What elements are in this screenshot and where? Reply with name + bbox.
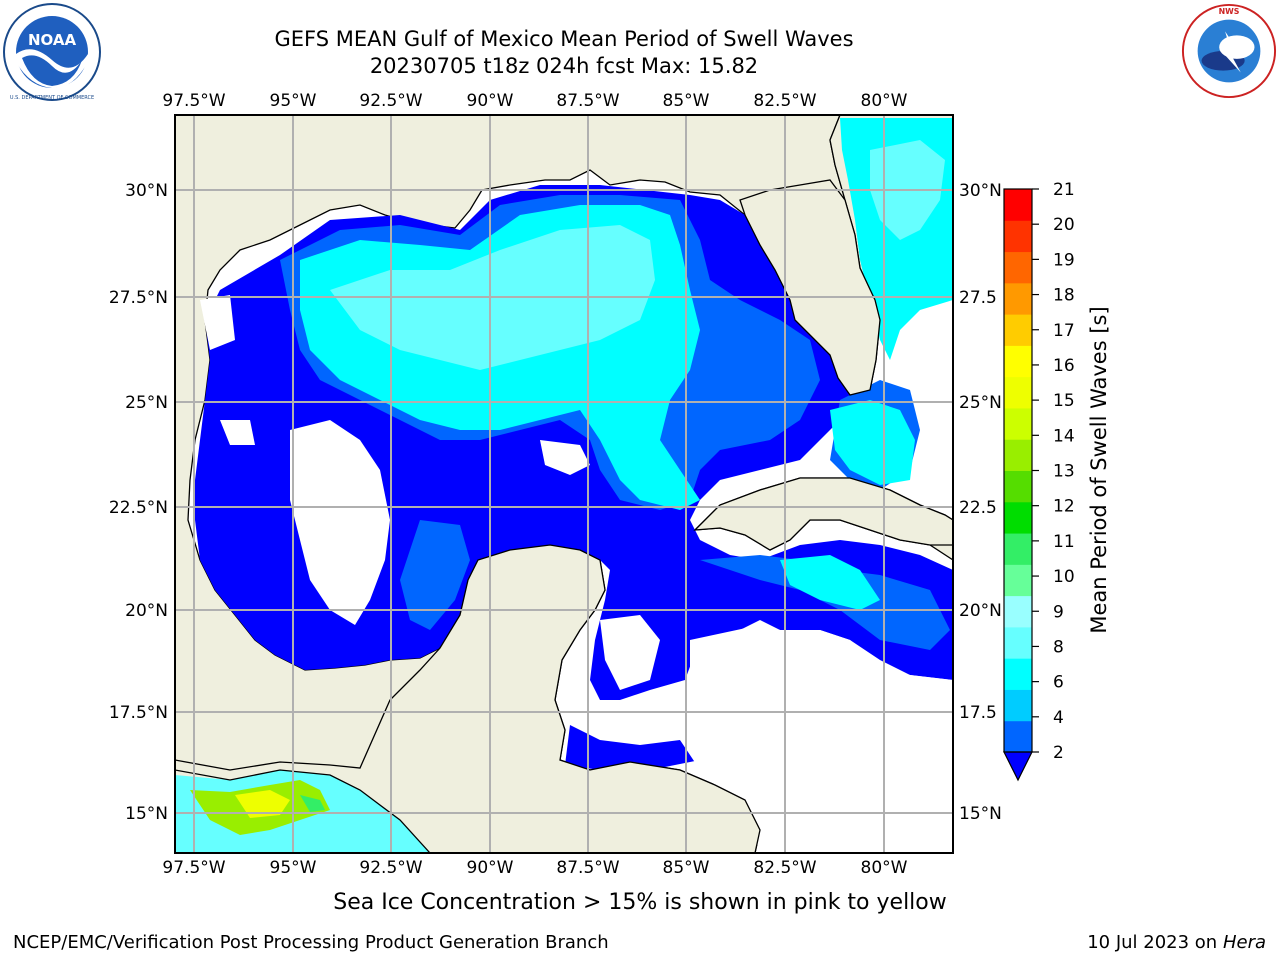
colorbar-segment (1004, 470, 1032, 503)
colorbar-segment (1004, 533, 1032, 565)
lat-tick-label-right: 17.5 (959, 703, 997, 723)
lon-tick-label-top: 87.5°W (556, 91, 619, 111)
colorbar-segment (1004, 345, 1032, 378)
lon-tick-label-bottom: 92.5°W (359, 858, 422, 878)
lat-tick-label-left: 17.5°N (109, 703, 168, 723)
colorbar-segment (1004, 376, 1032, 409)
colorbar-label: Mean Period of Swell Waves [s] (1087, 306, 1111, 633)
map-subtitle: 20230705 t18z 024h fcst Max: 15.82 (369, 54, 759, 78)
lon-tick-label-bottom: 87.5°W (556, 858, 619, 878)
colorbar-tick-label: 19 (1053, 250, 1075, 270)
lon-tick-label-bottom: 95°W (270, 858, 317, 878)
colorbar-tick-label: 18 (1053, 286, 1075, 306)
footer-date: 10 Jul 2023 on Hera (1087, 932, 1266, 953)
colorbar-tick-label: 14 (1053, 426, 1075, 446)
colorbar: 2 4 6 8 9 10 11 12 13 14 15 16 17 18 19 20 21 (1003, 180, 1075, 782)
footer-host: Hera (1222, 932, 1266, 953)
noaa-logo: NOAA U.S. DEPARTMENT OF COMMERCE (3, 3, 101, 101)
colorbar-segment (1004, 658, 1032, 690)
lon-tick-label-top: 82.5°W (753, 91, 816, 111)
lat-tick-label-left: 30°N (125, 181, 168, 201)
lon-tick-label-bottom: 82.5°W (753, 858, 816, 878)
lat-tick-label-right: 22.5 (959, 498, 997, 518)
noaa-bottom-text: U.S. DEPARTMENT OF COMMERCE (10, 95, 94, 101)
colorbar-tick-label: 9 (1053, 602, 1064, 622)
colorbar-segment (1004, 314, 1032, 346)
lat-tick-label-left: 27.5°N (109, 288, 168, 308)
map-title: GEFS MEAN Gulf of Mexico Mean Period of … (274, 27, 854, 51)
colorbar-tick-label: 20 (1053, 215, 1075, 235)
colorbar-tick-label: 16 (1053, 356, 1075, 376)
sea-ice-note: Sea Ice Concentration > 15% is shown in … (333, 890, 947, 915)
nws-logo: NWS (1181, 3, 1277, 99)
lat-tick-label-right: 20°N (959, 601, 1002, 621)
footer-credit: NCEP/EMC/Verification Post Processing Pr… (13, 932, 609, 953)
colorbar-tick-label: 8 (1053, 637, 1064, 657)
colorbar-tick-label: 21 (1053, 180, 1075, 200)
colorbar-segment (1004, 189, 1032, 221)
colorbar-tick-label: 13 (1053, 462, 1075, 482)
map-content (175, 115, 953, 853)
colorbar-segment (1004, 282, 1032, 315)
colorbar-tick-label: 10 (1053, 567, 1075, 587)
lat-tick-label-left: 25°N (125, 393, 168, 413)
lon-tick-label-bottom: 90°W (467, 858, 514, 878)
map-border (174, 114, 954, 854)
colorbar-segment (1004, 564, 1032, 597)
colorbar-segment (1004, 407, 1032, 440)
lon-tick-label-bottom: 85°W (663, 858, 710, 878)
lon-tick-label-bottom: 80°W (861, 858, 908, 878)
lon-tick-label-top: 85°W (663, 91, 710, 111)
colorbar-segment (1004, 251, 1032, 284)
nws-ring-text: NWS (1219, 7, 1240, 16)
colorbar-segment (1004, 689, 1032, 722)
tick-labels: 97.5°W 97.5°W 95°W 95°W 92.5°W 92.5°W 90°W 90°W… (109, 91, 1002, 878)
colorbar-tick-label: 4 (1053, 708, 1064, 728)
lat-tick-label-left: 22.5°N (109, 498, 168, 518)
lon-tick-label-top: 90°W (467, 91, 514, 111)
lon-tick-label-top: 92.5°W (359, 91, 422, 111)
lon-tick-label-bottom: 97.5°W (162, 858, 225, 878)
lat-tick-label-right: 25°N (959, 393, 1002, 413)
lat-tick-label-right: 15°N (959, 804, 1002, 824)
lat-tick-label-right: 27.5 (959, 288, 997, 308)
colorbar-tick-label: 2 (1053, 743, 1064, 763)
colorbar-segment (1004, 501, 1032, 534)
colorbar-extend-arrow (1003, 751, 1033, 782)
land-overlay (175, 179, 953, 853)
colorbar-tick-label: 17 (1053, 321, 1075, 341)
noaa-center-text: NOAA (28, 31, 77, 49)
lat-tick-label-right: 30°N (959, 181, 1002, 201)
lon-tick-label-top: 97.5°W (162, 91, 225, 111)
colorbar-segment (1004, 626, 1032, 659)
lon-tick-label-top: 80°W (861, 91, 908, 111)
swell-field-pacific (175, 770, 430, 853)
footer-date-text: 10 Jul 2023 on (1087, 932, 1223, 953)
lat-tick-label-left: 15°N (125, 804, 168, 824)
colorbar-tick-label: 15 (1053, 391, 1075, 411)
colorbar-segment (1004, 220, 1032, 253)
colorbar-segment (1004, 439, 1032, 471)
colorbar-tick-label: 12 (1053, 497, 1075, 517)
colorbar-tick-label: 6 (1053, 673, 1064, 693)
colorbar-tick-label: 11 (1053, 532, 1075, 552)
colorbar-segment (1004, 595, 1032, 628)
lat-tick-label-left: 20°N (125, 601, 168, 621)
graticule (175, 115, 953, 853)
lon-tick-label-top: 95°W (270, 91, 317, 111)
colorbar-segment (1004, 720, 1032, 753)
